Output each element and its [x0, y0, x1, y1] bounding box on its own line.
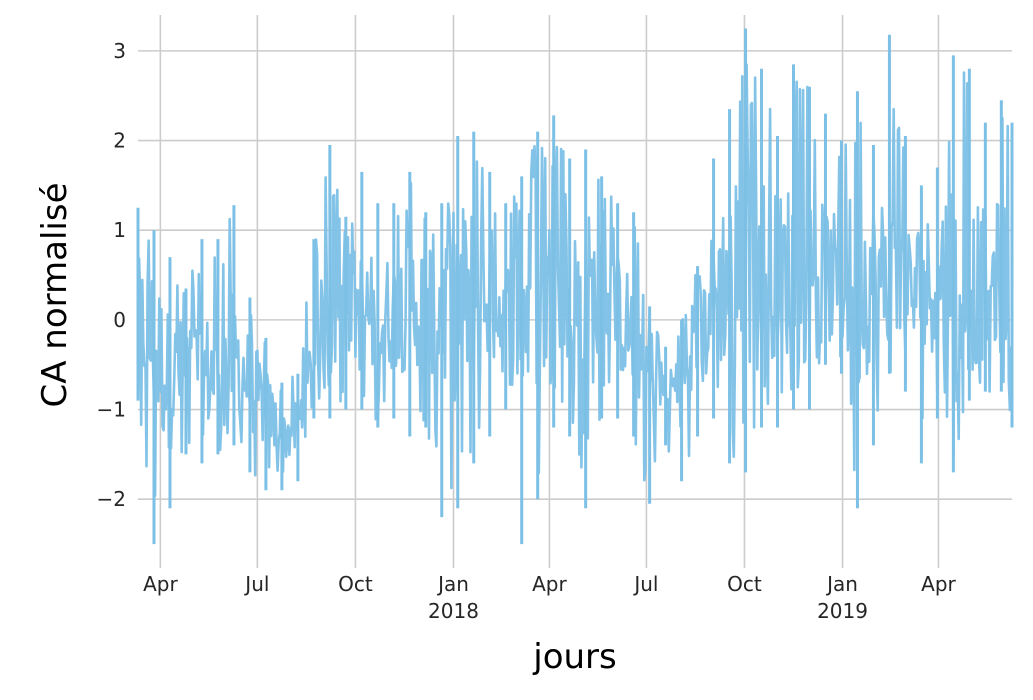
- x-tick-label: Jan: [436, 572, 469, 596]
- y-tick-label: 0: [113, 308, 126, 332]
- y-tick-label: −1: [97, 398, 126, 422]
- x-tick-label: Jul: [632, 572, 658, 596]
- series-line: [136, 63, 1014, 498]
- series-layer: [136, 28, 1014, 545]
- x-tick-label: Jan: [825, 572, 858, 596]
- x-tick-label: Apr: [532, 572, 567, 596]
- x-tick-label: Jul: [243, 572, 269, 596]
- y-tick-label: −2: [97, 487, 126, 511]
- y-tick-label: 3: [113, 39, 126, 63]
- x-tick-label: Oct: [727, 572, 762, 596]
- x-axis-label: jours: [532, 637, 617, 677]
- y-axis-label: CA normalisé: [35, 182, 75, 407]
- x-tick-label: Apr: [143, 572, 178, 596]
- x-tick-labels: Apr Jul Oct Jan 2018 Apr Jul Oct Jan 2019 Apr: [143, 572, 956, 623]
- y-tick-label: 2: [113, 129, 126, 153]
- x-tick-label: Oct: [338, 572, 373, 596]
- x-tick-year-label: 2019: [817, 599, 868, 623]
- y-tick-labels: 3 2 1 0 −1 −2: [97, 39, 126, 511]
- x-tick-label: Apr: [921, 572, 956, 596]
- x-tick-year-label: 2018: [428, 599, 479, 623]
- y-tick-label: 1: [113, 218, 126, 242]
